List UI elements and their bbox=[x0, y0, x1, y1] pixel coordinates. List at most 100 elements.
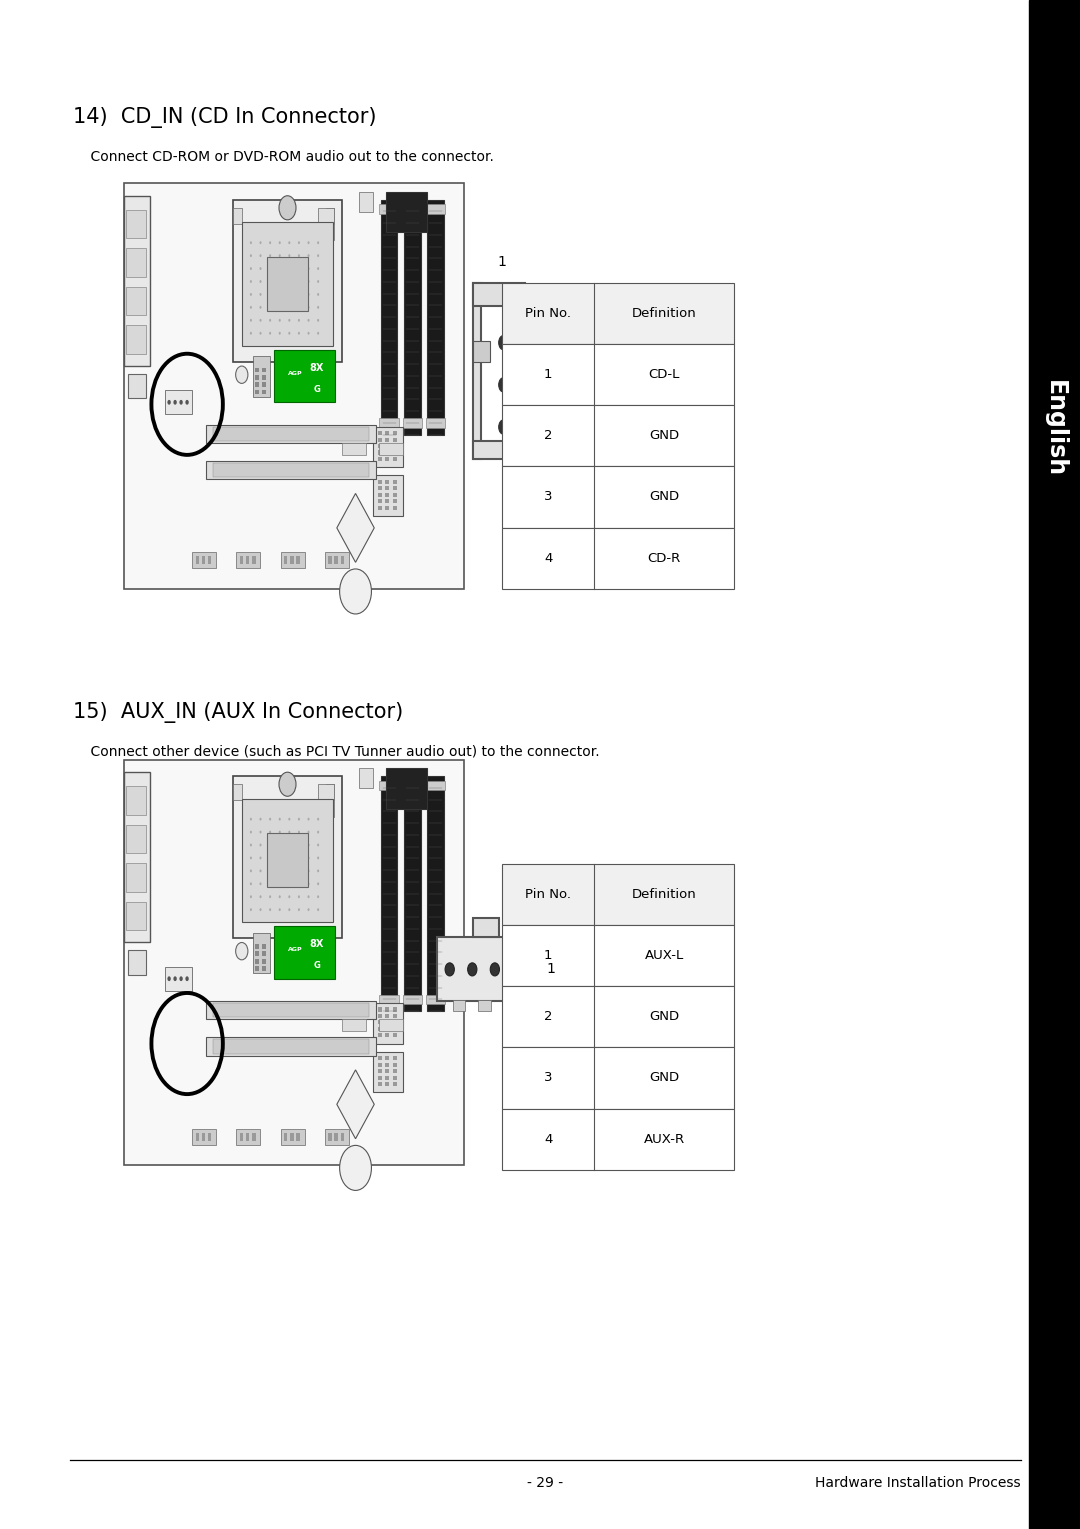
Bar bbox=[386, 457, 389, 462]
Polygon shape bbox=[337, 494, 375, 563]
Circle shape bbox=[499, 335, 509, 350]
Bar bbox=[426, 205, 445, 214]
Bar bbox=[207, 557, 212, 564]
Bar bbox=[325, 208, 335, 223]
Text: 14)  CD_IN (CD In Connector): 14) CD_IN (CD In Connector) bbox=[73, 107, 377, 128]
Circle shape bbox=[174, 401, 177, 405]
Circle shape bbox=[279, 196, 296, 220]
Bar bbox=[378, 1063, 381, 1067]
Bar bbox=[386, 1083, 389, 1086]
Circle shape bbox=[279, 268, 281, 271]
Bar bbox=[328, 557, 332, 564]
Circle shape bbox=[298, 242, 300, 245]
Bar bbox=[281, 552, 305, 569]
Circle shape bbox=[308, 870, 310, 873]
Bar bbox=[206, 1038, 376, 1055]
Bar bbox=[262, 959, 266, 963]
Circle shape bbox=[318, 856, 320, 859]
Text: 1: 1 bbox=[544, 368, 552, 381]
Circle shape bbox=[259, 818, 261, 821]
Bar bbox=[373, 1003, 403, 1043]
Bar bbox=[233, 208, 242, 223]
Circle shape bbox=[318, 280, 320, 283]
Bar bbox=[502, 283, 734, 344]
Text: CD-R: CD-R bbox=[648, 552, 680, 564]
Circle shape bbox=[288, 242, 291, 245]
Bar bbox=[386, 1020, 389, 1024]
Bar bbox=[378, 1020, 381, 1024]
Text: G: G bbox=[313, 962, 320, 969]
Circle shape bbox=[259, 870, 261, 873]
Bar bbox=[386, 480, 389, 483]
Bar bbox=[378, 1027, 381, 1031]
Circle shape bbox=[279, 772, 296, 797]
Bar bbox=[473, 283, 482, 459]
Text: 1: 1 bbox=[497, 255, 507, 269]
Circle shape bbox=[288, 294, 291, 297]
Circle shape bbox=[279, 332, 281, 335]
Bar bbox=[268, 257, 308, 310]
Bar bbox=[387, 191, 427, 232]
Bar bbox=[386, 437, 389, 442]
Text: Connect other device (such as PCI TV Tunner audio out) to the connector.: Connect other device (such as PCI TV Tun… bbox=[73, 745, 600, 758]
Bar bbox=[378, 1014, 381, 1018]
Bar bbox=[379, 1020, 403, 1032]
Bar bbox=[386, 451, 389, 454]
Circle shape bbox=[318, 882, 320, 885]
Circle shape bbox=[318, 908, 320, 911]
Bar bbox=[328, 1133, 332, 1141]
Circle shape bbox=[513, 963, 522, 976]
Circle shape bbox=[288, 306, 291, 309]
Circle shape bbox=[279, 830, 281, 833]
Circle shape bbox=[490, 963, 499, 976]
Text: 1: 1 bbox=[544, 950, 552, 962]
Circle shape bbox=[320, 942, 332, 960]
Circle shape bbox=[269, 908, 271, 911]
Bar bbox=[381, 200, 397, 434]
Bar bbox=[213, 427, 369, 440]
Bar bbox=[195, 1133, 199, 1141]
Bar bbox=[342, 1020, 366, 1032]
Circle shape bbox=[308, 830, 310, 833]
Circle shape bbox=[279, 908, 281, 911]
Bar bbox=[428, 777, 444, 1011]
Circle shape bbox=[259, 908, 261, 911]
Bar bbox=[378, 1008, 381, 1012]
Bar bbox=[335, 557, 338, 564]
Circle shape bbox=[279, 844, 281, 847]
Bar bbox=[233, 784, 242, 800]
Circle shape bbox=[288, 856, 291, 859]
Circle shape bbox=[298, 870, 300, 873]
Bar bbox=[378, 431, 381, 436]
Circle shape bbox=[269, 254, 271, 257]
Text: GND: GND bbox=[649, 430, 679, 442]
Text: 2: 2 bbox=[544, 430, 552, 442]
Bar bbox=[262, 367, 266, 373]
Bar bbox=[386, 443, 389, 448]
Circle shape bbox=[249, 320, 252, 321]
Circle shape bbox=[279, 870, 281, 873]
Circle shape bbox=[288, 320, 291, 321]
Circle shape bbox=[288, 844, 291, 847]
Bar bbox=[262, 382, 266, 387]
Bar bbox=[206, 462, 376, 479]
Bar bbox=[262, 375, 266, 379]
Bar bbox=[504, 1000, 516, 1011]
Bar bbox=[403, 995, 422, 1005]
Circle shape bbox=[259, 280, 261, 283]
Circle shape bbox=[308, 254, 310, 257]
Bar bbox=[502, 1109, 734, 1170]
Bar bbox=[393, 486, 396, 491]
Bar bbox=[268, 833, 308, 887]
Circle shape bbox=[279, 896, 281, 898]
Text: G: G bbox=[313, 385, 320, 393]
Circle shape bbox=[269, 844, 271, 847]
Bar bbox=[378, 506, 381, 509]
Bar bbox=[502, 344, 734, 405]
Bar bbox=[502, 405, 734, 466]
Bar bbox=[325, 784, 335, 800]
Circle shape bbox=[298, 254, 300, 257]
Bar bbox=[404, 200, 420, 434]
Circle shape bbox=[249, 896, 252, 898]
Bar bbox=[393, 1014, 396, 1018]
